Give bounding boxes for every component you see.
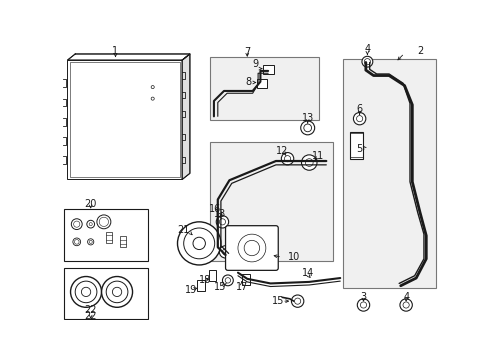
Text: 22: 22 — [84, 311, 97, 321]
Text: 14: 14 — [301, 267, 314, 278]
Circle shape — [74, 239, 79, 244]
Circle shape — [74, 221, 80, 227]
Text: 15: 15 — [272, 296, 284, 306]
Circle shape — [88, 239, 94, 245]
Circle shape — [222, 249, 229, 255]
Text: 15: 15 — [214, 282, 226, 292]
Polygon shape — [182, 54, 190, 180]
Text: 19: 19 — [185, 285, 197, 294]
Circle shape — [403, 302, 409, 308]
Text: 13: 13 — [214, 209, 226, 219]
Circle shape — [87, 220, 95, 228]
Circle shape — [357, 299, 369, 311]
Bar — [210, 142, 333, 261]
Text: 1: 1 — [112, 46, 119, 56]
Text: 20: 20 — [84, 199, 97, 209]
Bar — [64, 209, 148, 261]
Polygon shape — [68, 54, 190, 60]
Circle shape — [75, 281, 97, 303]
Circle shape — [244, 240, 260, 256]
Circle shape — [301, 121, 315, 135]
Circle shape — [216, 216, 229, 228]
Text: 17: 17 — [236, 282, 248, 292]
Text: 13: 13 — [301, 113, 314, 123]
Bar — [242, 274, 249, 285]
Circle shape — [220, 246, 232, 258]
Circle shape — [281, 153, 294, 165]
Circle shape — [193, 237, 205, 249]
Bar — [64, 268, 148, 319]
Text: 2: 2 — [417, 46, 423, 56]
Bar — [106, 232, 112, 243]
Circle shape — [151, 86, 154, 89]
Circle shape — [238, 234, 266, 262]
Circle shape — [73, 238, 81, 246]
Text: 12: 12 — [276, 146, 288, 156]
Circle shape — [220, 219, 225, 225]
Text: 22: 22 — [84, 305, 97, 315]
FancyBboxPatch shape — [225, 226, 278, 270]
Circle shape — [101, 276, 133, 307]
Circle shape — [81, 287, 91, 297]
Circle shape — [294, 298, 301, 304]
Circle shape — [71, 276, 101, 307]
Circle shape — [151, 97, 154, 100]
Bar — [68, 60, 182, 180]
Circle shape — [361, 302, 367, 308]
Text: 8: 8 — [246, 77, 252, 87]
Circle shape — [89, 222, 92, 226]
Bar — [257, 78, 268, 88]
Circle shape — [301, 155, 317, 170]
Bar — [209, 270, 216, 281]
Circle shape — [357, 116, 363, 122]
Bar — [70, 62, 180, 177]
Circle shape — [112, 287, 122, 297]
Circle shape — [353, 112, 366, 125]
Text: 4: 4 — [403, 292, 409, 302]
Text: 6: 6 — [357, 104, 363, 114]
Text: 3: 3 — [361, 292, 367, 302]
Circle shape — [400, 299, 412, 311]
Circle shape — [292, 295, 304, 307]
Circle shape — [72, 219, 82, 230]
Bar — [120, 237, 126, 247]
Text: 11: 11 — [313, 150, 325, 161]
Circle shape — [99, 217, 108, 226]
Bar — [263, 65, 273, 74]
Text: 4: 4 — [364, 44, 370, 54]
Bar — [350, 132, 363, 159]
Circle shape — [89, 240, 92, 243]
Circle shape — [184, 228, 215, 259]
Bar — [343, 59, 436, 288]
Circle shape — [364, 59, 370, 65]
Circle shape — [177, 222, 221, 265]
Text: 5: 5 — [357, 144, 363, 154]
Circle shape — [97, 215, 111, 229]
Text: 10: 10 — [288, 252, 300, 262]
Text: 18: 18 — [198, 275, 211, 285]
Circle shape — [305, 159, 313, 166]
Circle shape — [304, 124, 312, 132]
Circle shape — [222, 275, 233, 286]
Circle shape — [106, 281, 128, 303]
Text: 21: 21 — [177, 225, 190, 235]
Circle shape — [285, 156, 291, 162]
Text: 9: 9 — [252, 59, 258, 69]
Text: 7: 7 — [244, 48, 250, 58]
Bar — [210, 57, 318, 120]
Bar — [197, 280, 205, 291]
Circle shape — [225, 278, 231, 283]
Circle shape — [362, 56, 373, 67]
Text: 16: 16 — [209, 204, 221, 214]
